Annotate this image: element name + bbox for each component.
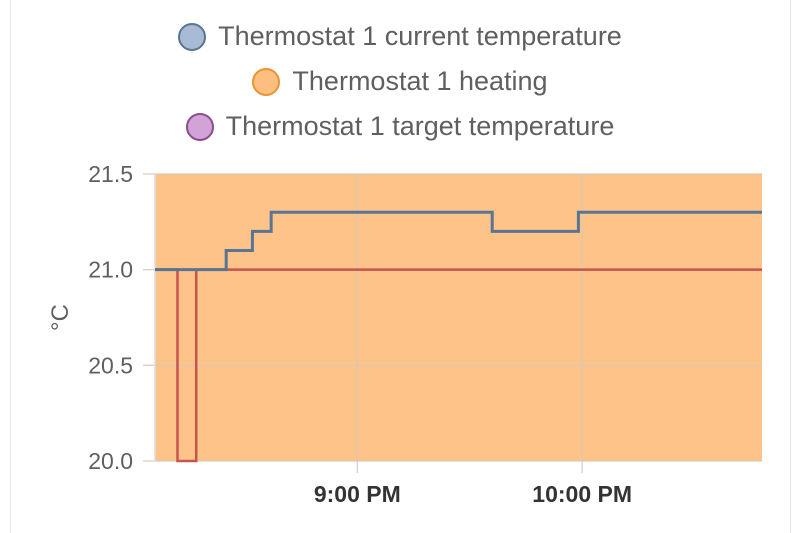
y-axis-title: °C (47, 304, 74, 331)
legend-swatch-current-temperature (178, 22, 207, 51)
legend-item-heating[interactable]: Thermostat 1 heating (0, 59, 800, 104)
x-tick-label: 10:00 PM (532, 481, 632, 507)
legend-swatch-target-temperature (185, 112, 214, 141)
card-border-left (10, 0, 11, 533)
legend-swatch-heating (252, 67, 281, 96)
series-current-temperature-line (155, 210, 762, 272)
legend-label: Thermostat 1 current temperature (218, 21, 622, 51)
legend-item-target-temperature[interactable]: Thermostat 1 target temperature (0, 104, 800, 149)
y-tick-label: 20.0 (88, 448, 133, 474)
x-tick-label: 9:00 PM (314, 481, 401, 507)
chart-legend: Thermostat 1 current temperature Thermos… (0, 14, 800, 149)
y-tick-label: 21.5 (88, 161, 133, 187)
legend-label: Thermostat 1 target temperature (225, 111, 615, 141)
card-border-right (790, 0, 791, 533)
y-tick-label: 21.0 (88, 257, 133, 283)
series-heating-area (155, 174, 762, 461)
legend-label: Thermostat 1 heating (292, 66, 548, 96)
legend-item-current-temperature[interactable]: Thermostat 1 current temperature (0, 14, 800, 59)
y-tick-label: 20.5 (88, 352, 133, 378)
